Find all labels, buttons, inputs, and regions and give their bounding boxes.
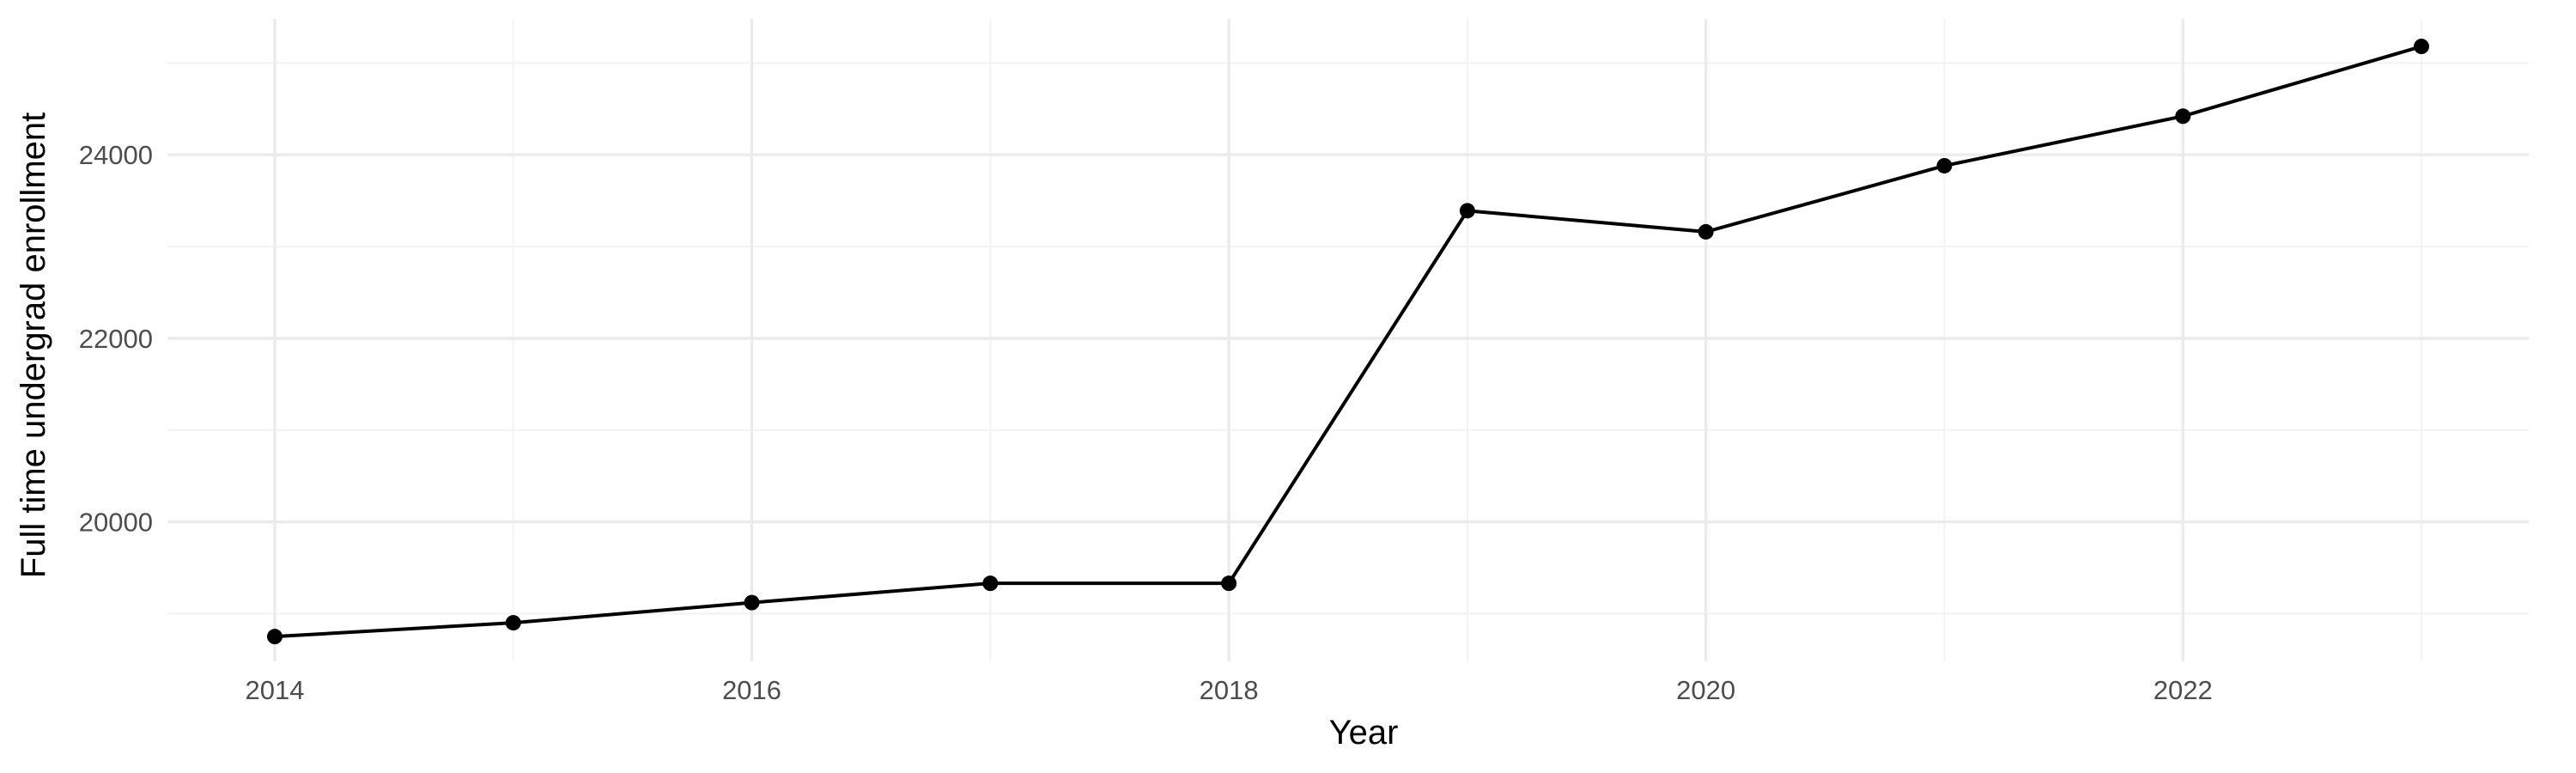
x-tick-label: 2022 [2154, 675, 2213, 705]
grid [167, 19, 2529, 661]
y-axis-ticks: 20000 22000 24000 [79, 140, 153, 537]
x-tick-label: 2020 [1676, 675, 1735, 705]
data-point [1936, 157, 1953, 173]
data-point [1698, 223, 1714, 240]
data-point [982, 575, 999, 592]
data-point [744, 594, 760, 611]
data-point [1221, 575, 1237, 592]
y-tick-label: 24000 [79, 140, 153, 170]
y-axis-title: Full time undergrad enrollment [15, 113, 52, 578]
x-axis-title: Year [1329, 714, 1399, 752]
data-point [2414, 39, 2429, 55]
series-line [274, 45, 2422, 639]
x-tick-label: 2016 [722, 675, 781, 705]
y-tick-label: 22000 [79, 324, 153, 354]
data-point [2175, 108, 2191, 125]
y-tick-label: 20000 [79, 508, 153, 538]
x-tick-label: 2014 [246, 675, 305, 705]
x-tick-label: 2018 [1200, 675, 1259, 705]
data-point [1459, 203, 1475, 219]
x-axis-ticks: 2014 2016 2018 2020 2022 [246, 675, 2213, 705]
series [267, 39, 2429, 645]
data-point [505, 615, 521, 631]
data-point [267, 629, 283, 645]
